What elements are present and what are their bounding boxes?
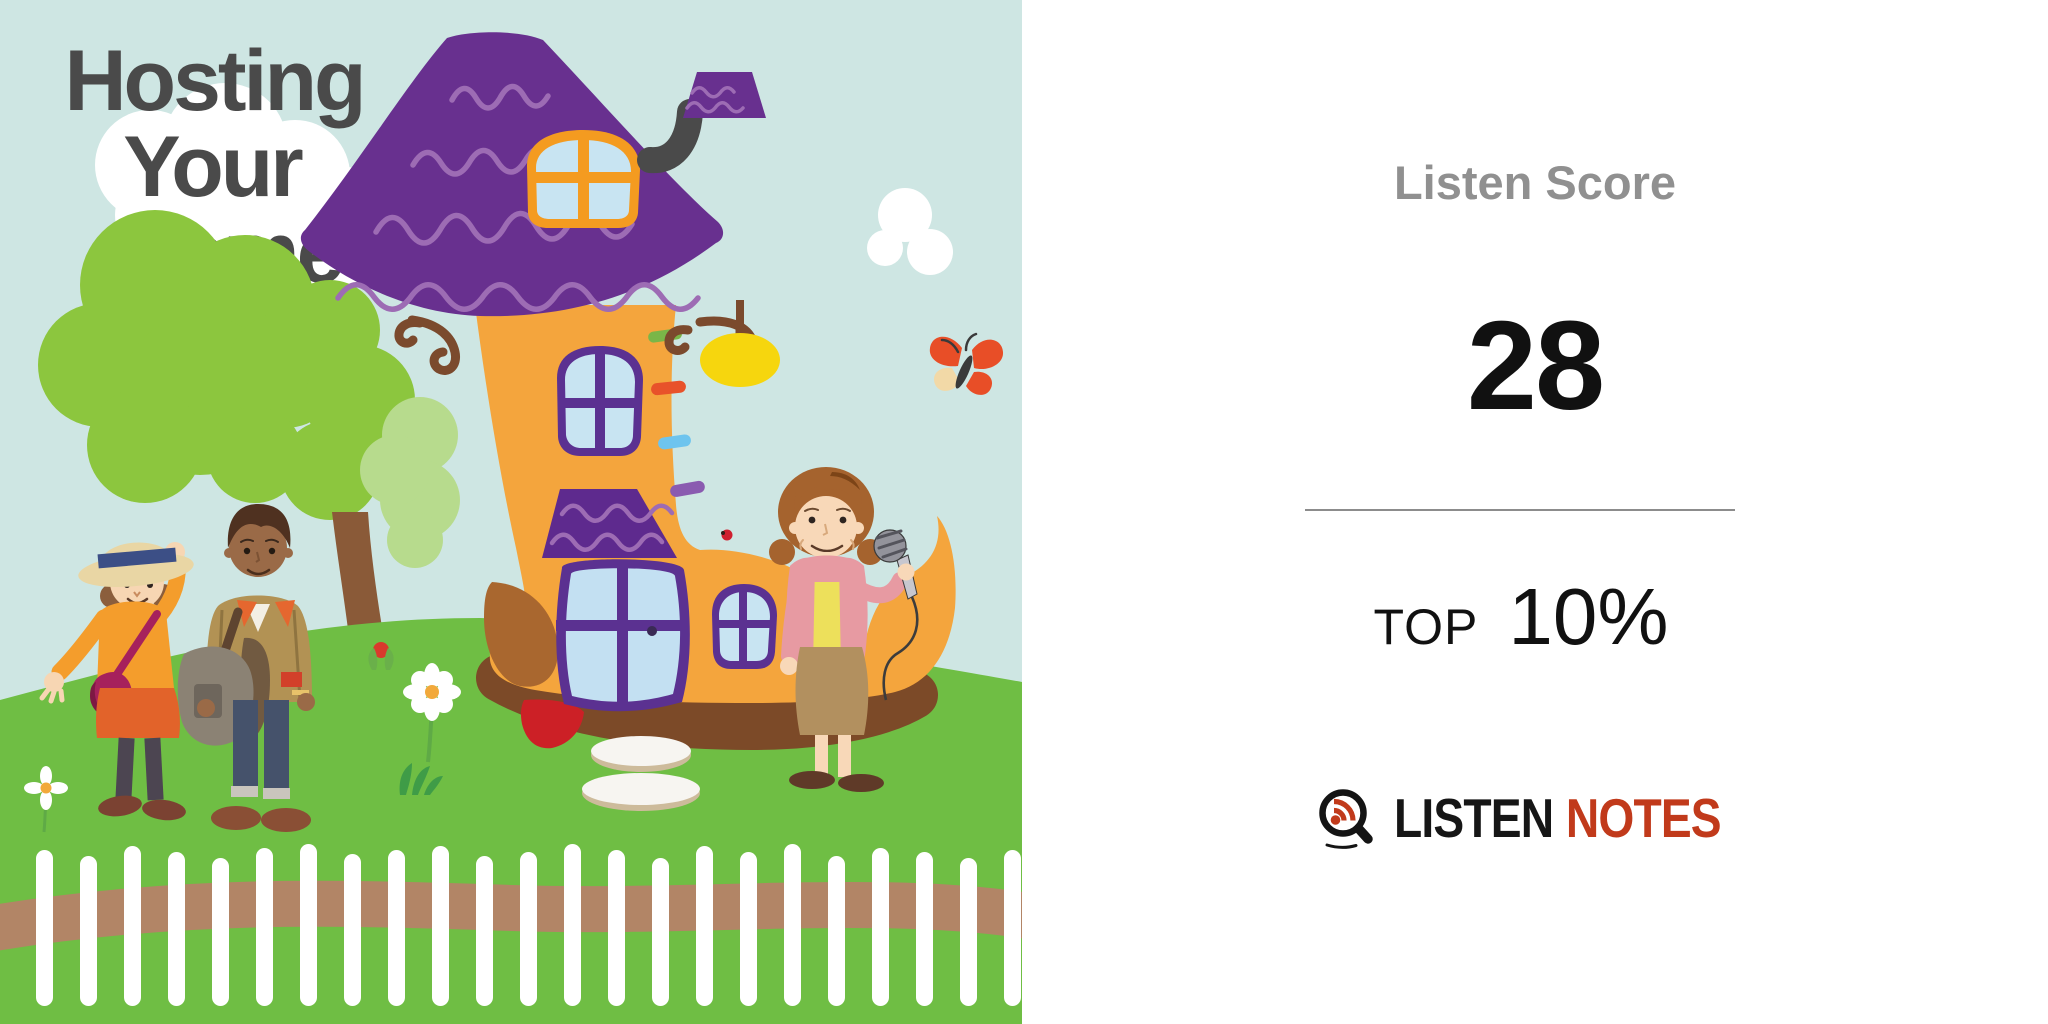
listen-score-panel: Listen Score 28 TOP 10% LISTEN NOTES: [1022, 0, 2048, 1024]
cover-title-line-1: Hosting: [64, 33, 363, 129]
chimney-cap: [683, 72, 766, 118]
top-percent-value: 10%: [1508, 572, 1669, 661]
divider: [1305, 509, 1735, 511]
tourist-man-shoe-right: [261, 808, 311, 832]
listen-score-heading: Listen Score: [1393, 156, 1677, 209]
boot-heel-red: [520, 699, 584, 749]
tourist-woman-skirt: [96, 688, 180, 738]
tourist-man-face: [229, 519, 287, 577]
tourist-woman-shoe-left: [98, 795, 142, 817]
tulip-small: [368, 642, 394, 670]
tourist-man-shoe-left: [211, 806, 261, 830]
cover-illustration: Hosting Your Home: [0, 0, 1022, 1024]
podcast-cover-art[interactable]: Hosting Your Home: [0, 0, 1022, 1024]
brand-word-listen: LISTEN: [1394, 787, 1554, 849]
brand-word-notes: NOTES: [1565, 787, 1722, 849]
boot-heel: [484, 582, 559, 687]
tourist-woman: [39, 542, 194, 821]
butterfly: [929, 332, 1004, 395]
search-rss-icon: [1319, 789, 1373, 849]
daisy-small: [24, 766, 68, 833]
listen-notes-wordmark: LISTEN NOTES: [1394, 786, 1722, 850]
fence-rail: [0, 880, 1022, 951]
front-door: [556, 559, 690, 712]
interviewer-shoe-left: [789, 771, 835, 789]
chimney: [637, 72, 766, 174]
listen-score-value: 28: [1466, 295, 1605, 436]
middle-window: [557, 346, 643, 456]
tourist-man-pocket: [281, 672, 302, 687]
attic-window: [527, 130, 640, 228]
interviewer-skirt: [795, 647, 869, 735]
daisy-large: [403, 663, 461, 763]
interviewer-shoe-right: [838, 774, 884, 792]
door-awning: [542, 489, 677, 558]
interviewer-woman: [769, 467, 919, 792]
tourist-woman-shoe-right: [142, 799, 186, 821]
tourist-man-hair: [227, 504, 291, 548]
top-label: TOP: [1373, 599, 1479, 655]
boot-step-tabs: [648, 328, 705, 497]
stepping-stones: [582, 736, 700, 811]
listen-notes-logo[interactable]: LISTEN NOTES: [1315, 786, 1783, 850]
interviewer-right-arm: [850, 572, 908, 604]
hanging-lamp: [700, 300, 780, 387]
microphone-cord: [882, 596, 919, 701]
picket-fence: [0, 844, 1022, 1006]
tourist-man: [177, 504, 315, 832]
tourist-woman-hat: [78, 542, 194, 588]
side-window: [712, 584, 777, 669]
ladybug: [721, 529, 733, 541]
interviewer-left-arm: [781, 580, 805, 664]
door-knob: [647, 626, 657, 636]
top-percent-row: TOP 10%: [1008, 577, 2034, 657]
cover-title-line-2: Your: [123, 119, 303, 215]
cloud-small: [867, 188, 953, 275]
grass-tuft-1: [399, 763, 443, 795]
tree-highlight: [360, 397, 460, 568]
